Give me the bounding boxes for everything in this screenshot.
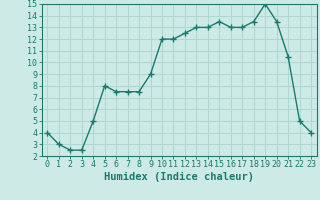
- X-axis label: Humidex (Indice chaleur): Humidex (Indice chaleur): [104, 172, 254, 182]
